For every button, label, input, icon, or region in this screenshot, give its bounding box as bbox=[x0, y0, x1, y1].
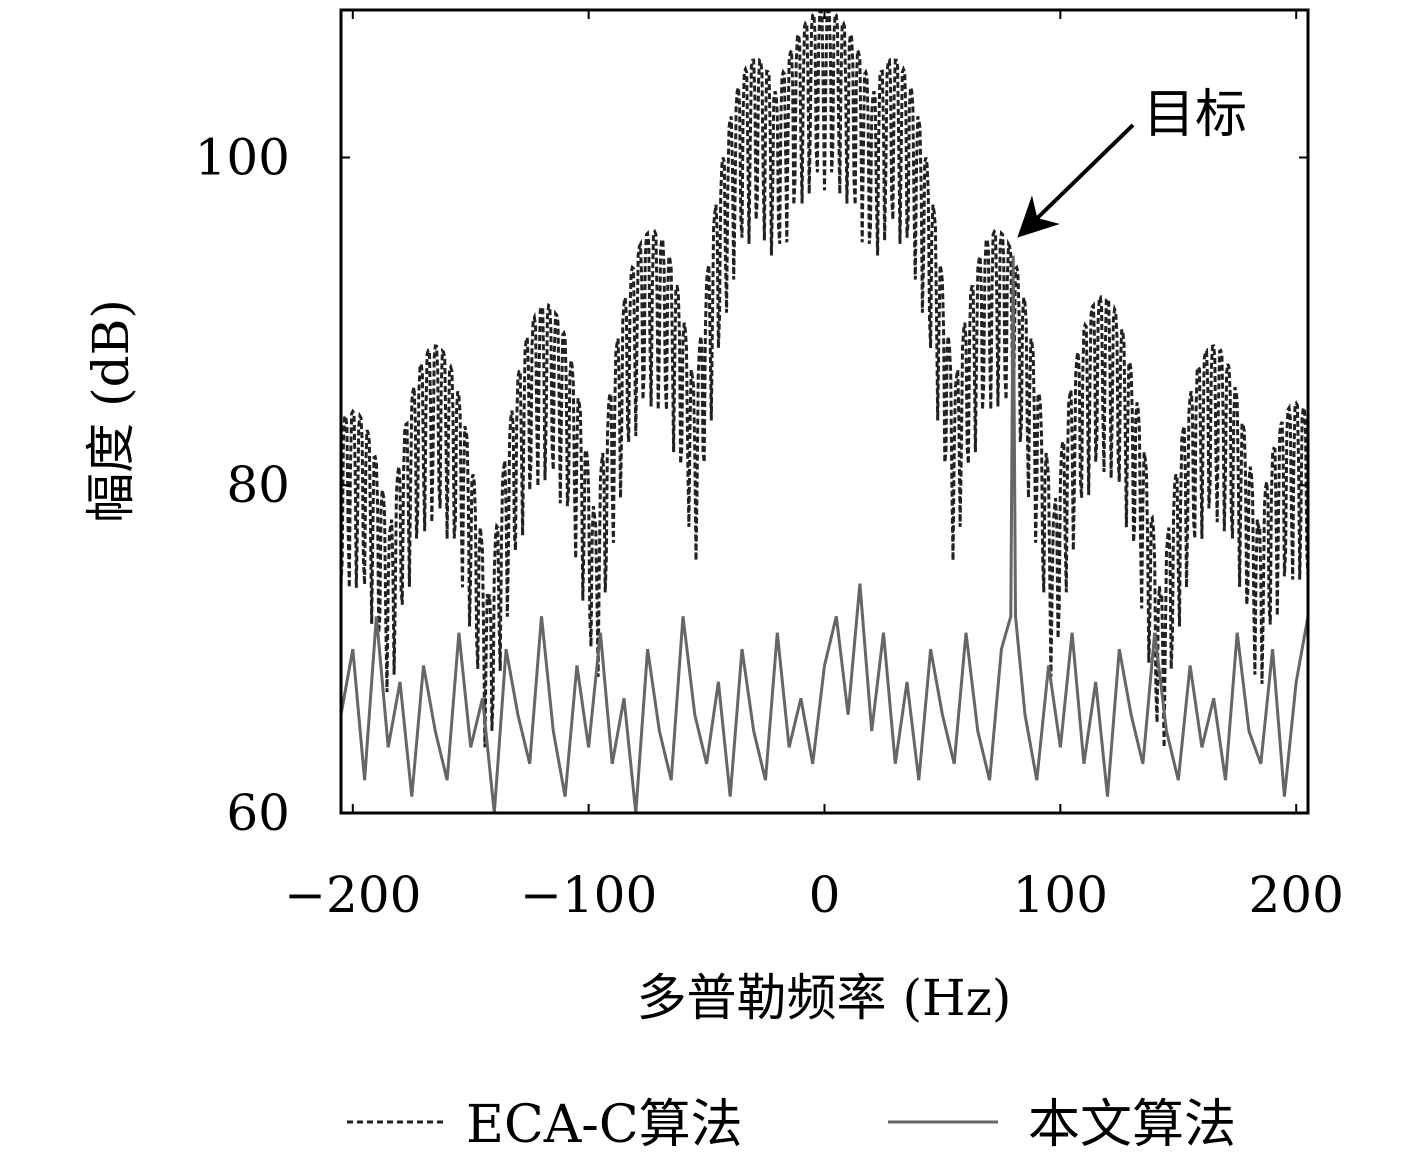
x-axis-title: 多普勒频率 (Hz) bbox=[637, 969, 1012, 1027]
annotation-arrow bbox=[1017, 123, 1135, 238]
ticks-layer: −200 −100 0 100 200 60 80 100 bbox=[195, 10, 1344, 924]
series-layer bbox=[341, 10, 1308, 813]
y-axis-title: 幅度 (dB) bbox=[82, 299, 140, 523]
x-tick-label: −200 bbox=[284, 866, 421, 924]
y-tick-label: 100 bbox=[195, 128, 290, 186]
x-tick-label: 200 bbox=[1248, 866, 1343, 924]
series-eca-c-line bbox=[341, 10, 1308, 748]
x-tick-label: 0 bbox=[809, 866, 841, 924]
y-tick-label: 80 bbox=[226, 456, 290, 514]
legend-label-proposed: 本文算法 bbox=[1028, 1095, 1236, 1155]
legend-label-eca-c: ECA-C算法 bbox=[466, 1095, 743, 1155]
x-tick-label: 100 bbox=[1013, 866, 1108, 924]
y-tick-label: 60 bbox=[226, 784, 290, 842]
legend: ECA-C算法 本文算法 bbox=[347, 1095, 1236, 1155]
series-proposed-line bbox=[341, 255, 1308, 813]
x-tick-label: −100 bbox=[520, 866, 657, 924]
annotation-label: 目标 bbox=[1143, 85, 1247, 145]
